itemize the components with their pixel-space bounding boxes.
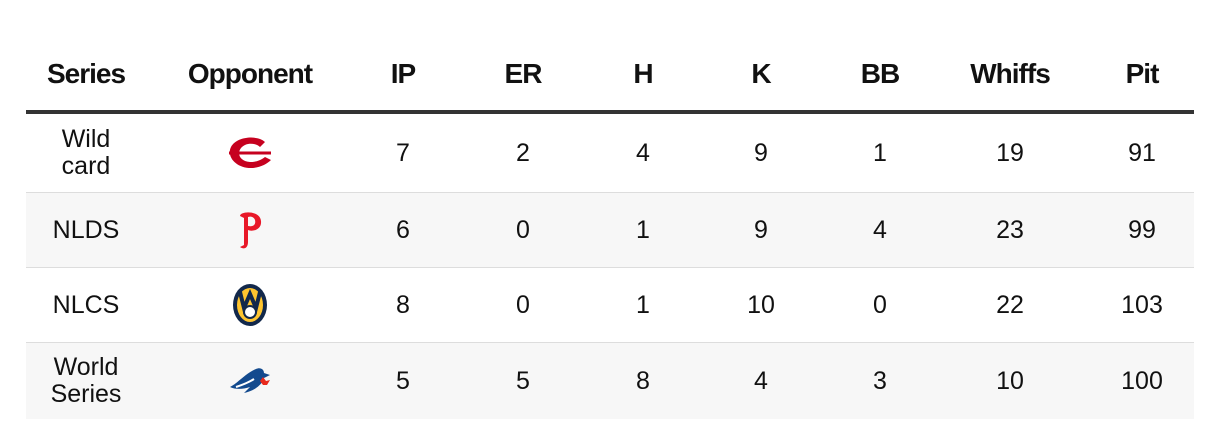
stats-table: Series Opponent IP ER H K BB Whiffs Pit … — [26, 38, 1194, 419]
stat-cell: 1 — [830, 112, 930, 193]
stat-cell: 0 — [452, 267, 594, 343]
opponent-cell — [146, 192, 354, 268]
stat-value: 5 — [396, 366, 410, 395]
header-cell: Series — [26, 38, 146, 114]
stat-value: 103 — [1121, 290, 1163, 319]
stat-cell: 100 — [1090, 342, 1194, 419]
series-cell: NLCS — [26, 267, 146, 343]
table-row: World Series 5 5 8 4 3 10 100 — [26, 342, 1194, 419]
stat-value: 9 — [754, 138, 768, 167]
stat-value: 6 — [396, 215, 410, 244]
stat-cell: 10 — [692, 267, 830, 343]
stat-value: 19 — [996, 138, 1024, 167]
stat-cell: 5 — [354, 342, 452, 419]
table-row: Wild card 7 2 4 9 1 19 91 — [26, 112, 1194, 193]
header-row: Series Opponent IP ER H K BB Whiffs Pit — [26, 38, 1194, 114]
stat-value: 1 — [636, 290, 650, 319]
stat-cell: 8 — [594, 342, 692, 419]
stat-value: 0 — [516, 215, 530, 244]
stat-value: 4 — [754, 366, 768, 395]
header-cell: K — [692, 38, 830, 114]
brewers-logo — [233, 284, 267, 326]
blue-jays-logo — [230, 368, 270, 393]
opponent-cell — [146, 267, 354, 343]
series-name: NLDS — [52, 215, 120, 244]
stat-value: 10 — [747, 290, 775, 319]
stat-value: 1 — [873, 138, 887, 167]
stat-value: 0 — [873, 290, 887, 319]
stat-value: 5 — [516, 366, 530, 395]
stat-cell: 22 — [930, 267, 1090, 343]
stat-cell: 19 — [930, 112, 1090, 193]
stat-cell: 9 — [692, 192, 830, 268]
stat-value: 7 — [396, 138, 410, 167]
stat-value: 4 — [636, 138, 650, 167]
stat-cell: 7 — [354, 112, 452, 193]
stat-value: 23 — [996, 215, 1024, 244]
stat-cell: 99 — [1090, 192, 1194, 268]
stat-cell: 91 — [1090, 112, 1194, 193]
stat-cell: 103 — [1090, 267, 1194, 343]
stat-cell: 9 — [692, 112, 830, 193]
series-name: Wild card — [61, 125, 111, 180]
stat-value: 3 — [873, 366, 887, 395]
opponent-cell — [146, 112, 354, 193]
series-cell: NLDS — [26, 192, 146, 268]
stat-cell: 5 — [452, 342, 594, 419]
series-name: NLCS — [52, 290, 120, 319]
stat-cell: 6 — [354, 192, 452, 268]
series-cell: Wild card — [26, 112, 146, 193]
stat-cell: 4 — [692, 342, 830, 419]
header-cell: BB — [830, 38, 930, 114]
stat-value: 10 — [996, 366, 1024, 395]
header-cell: H — [594, 38, 692, 114]
series-cell: World Series — [26, 342, 146, 419]
stat-cell: 8 — [354, 267, 452, 343]
reds-logo — [229, 137, 271, 169]
stat-cell: 0 — [830, 267, 930, 343]
stat-cell: 1 — [594, 267, 692, 343]
phillies-logo — [240, 212, 262, 249]
stat-value: 4 — [873, 215, 887, 244]
header-cell: ER — [452, 38, 594, 114]
opponent-cell — [146, 342, 354, 419]
stat-value: 100 — [1121, 366, 1163, 395]
stat-value: 91 — [1128, 138, 1156, 167]
stat-cell: 4 — [594, 112, 692, 193]
header-cell: Opponent — [146, 38, 354, 114]
header-cell: Pit — [1090, 38, 1194, 114]
header-cell: IP — [354, 38, 452, 114]
header-cell: Whiffs — [930, 38, 1090, 114]
stat-cell: 3 — [830, 342, 930, 419]
stat-value: 2 — [516, 138, 530, 167]
stat-cell: 23 — [930, 192, 1090, 268]
stat-value: 99 — [1128, 215, 1156, 244]
table-row: NLCS 8 0 1 10 0 22 103 — [26, 267, 1194, 343]
stat-cell: 10 — [930, 342, 1090, 419]
stat-cell: 1 — [594, 192, 692, 268]
series-name: World Series — [50, 353, 122, 408]
stat-value: 0 — [516, 290, 530, 319]
stat-cell: 2 — [452, 112, 594, 193]
stat-value: 1 — [636, 215, 650, 244]
table-row: NLDS 6 0 1 9 4 23 99 — [26, 192, 1194, 268]
stat-value: 9 — [754, 215, 768, 244]
stat-value: 22 — [996, 290, 1024, 319]
stat-cell: 0 — [452, 192, 594, 268]
stat-value: 8 — [396, 290, 410, 319]
stat-cell: 4 — [830, 192, 930, 268]
stat-value: 8 — [636, 366, 650, 395]
